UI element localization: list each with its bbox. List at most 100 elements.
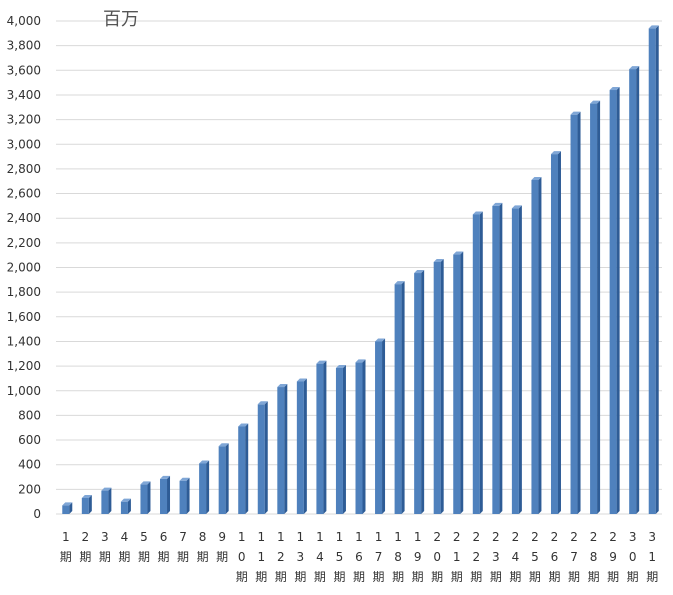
- bar: [511, 205, 522, 514]
- bar-top: [394, 281, 405, 285]
- bar: [492, 202, 503, 514]
- bar-side: [655, 25, 659, 515]
- bar-front: [296, 381, 304, 514]
- bar-front: [511, 208, 519, 514]
- bar-top: [218, 443, 229, 447]
- bar-side: [460, 251, 464, 514]
- bar-top: [609, 87, 620, 91]
- bar: [296, 378, 307, 514]
- y-tick-label: 600: [18, 433, 41, 447]
- y-tick-label: 1,000: [7, 384, 41, 398]
- bar-front: [62, 505, 70, 514]
- bar-side: [440, 258, 444, 514]
- bar: [238, 423, 249, 514]
- bar-front: [492, 205, 500, 514]
- bar-top: [629, 66, 640, 70]
- bar-front: [648, 28, 656, 515]
- bar-side: [323, 360, 327, 514]
- bar: [433, 258, 444, 514]
- bar-side: [636, 66, 640, 514]
- bar-side: [382, 338, 386, 514]
- y-tick-label: 3,200: [7, 113, 41, 127]
- bar-top: [648, 25, 659, 29]
- bar: [570, 111, 581, 515]
- bar-front: [257, 404, 265, 514]
- bar-side: [206, 460, 210, 514]
- bar-top: [277, 384, 288, 388]
- bar-side: [245, 423, 249, 514]
- bar-side: [401, 281, 405, 514]
- unit-label: 百万: [103, 9, 139, 30]
- bar-side: [479, 211, 483, 514]
- y-tick-label: 2,000: [7, 261, 41, 275]
- y-axis-tick-labels: 0 200 400 600 800 1,000 1,200 1,400 1,600 1,800 2,…: [7, 14, 41, 521]
- bar-top: [335, 364, 346, 368]
- bar-top: [160, 475, 171, 479]
- bar: [609, 87, 620, 515]
- bar-front: [120, 501, 128, 514]
- bar-top: [492, 202, 503, 206]
- bar-front: [81, 497, 89, 514]
- bar-side: [284, 384, 288, 514]
- bar: [199, 460, 210, 514]
- bar-side: [108, 487, 112, 514]
- y-tick-label: 3,600: [7, 63, 41, 77]
- bar-top: [453, 251, 464, 255]
- bar: [120, 498, 131, 514]
- bar-side: [147, 481, 151, 514]
- bar-front: [590, 103, 598, 514]
- bar-top: [316, 360, 327, 364]
- bar: [335, 364, 346, 514]
- bar-top: [355, 359, 366, 363]
- bar-top: [120, 498, 131, 502]
- bar-front: [218, 446, 226, 514]
- bar-front: [101, 490, 109, 514]
- y-tick-label: 1,200: [7, 359, 41, 373]
- bar-top: [531, 176, 542, 180]
- bar: [257, 401, 268, 514]
- bar: [375, 338, 386, 514]
- bar-side: [557, 151, 561, 515]
- bar-front: [414, 273, 422, 514]
- bar-front: [238, 426, 246, 514]
- bar: [179, 477, 190, 514]
- bar-front: [335, 367, 343, 514]
- bar-side: [225, 443, 229, 514]
- bar: [531, 176, 542, 514]
- bar-front: [316, 363, 324, 514]
- bar-side: [597, 100, 601, 514]
- y-tick-label: 2,200: [7, 236, 41, 250]
- bar-side: [264, 401, 268, 514]
- bar-top: [81, 494, 92, 498]
- bar-front: [531, 179, 539, 514]
- y-tick-label: 4,000: [7, 14, 41, 28]
- bar-front: [199, 463, 207, 514]
- bar-front: [570, 114, 578, 515]
- bar: [81, 494, 92, 514]
- bar-side: [421, 270, 425, 514]
- bar: [414, 270, 425, 514]
- bar-top: [140, 481, 151, 485]
- bar-top: [414, 270, 425, 274]
- y-tick-label: 2,800: [7, 162, 41, 176]
- x-axis-category-labels: 1 期2 期3 期4 期5 期6 期7 期8 期9 期 1 0 期 1 1 期 1 2 期 1 3 期 1 4 期 1 5 期 1 6 期 1…: [60, 530, 658, 584]
- bar: [453, 251, 464, 514]
- bar-side: [342, 364, 346, 514]
- bar: [472, 211, 483, 514]
- bar-front: [160, 478, 168, 514]
